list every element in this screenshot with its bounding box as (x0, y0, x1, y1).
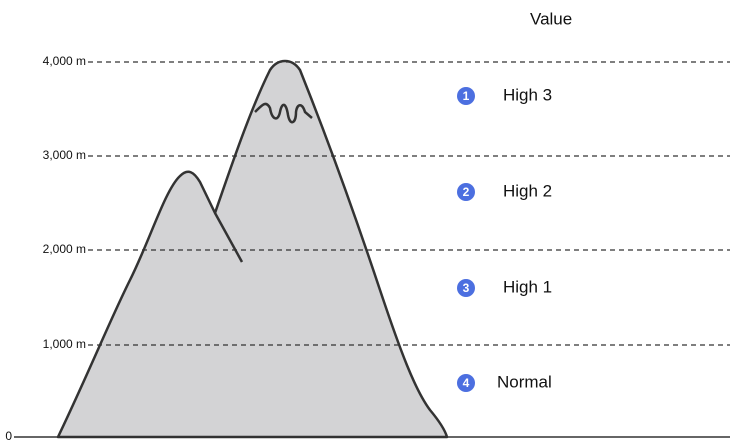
item-number: 4 (463, 376, 470, 390)
level-label: 0 (5, 429, 12, 443)
legend-item: 2 High 2 (457, 181, 552, 201)
legend-item: 4 Normal (457, 372, 552, 392)
legend-item: 1 High 3 (457, 85, 552, 105)
item-label: High 1 (503, 277, 552, 296)
item-label: Normal (497, 372, 552, 391)
item-label: High 3 (503, 85, 552, 104)
level-label: 4,000 m (43, 54, 86, 68)
item-label: High 2 (503, 181, 552, 200)
item-number: 2 (463, 185, 470, 199)
mountain (58, 61, 447, 437)
level-label: 2,000 m (43, 242, 86, 256)
item-number: 3 (463, 281, 470, 295)
level-label: 1,000 m (43, 337, 86, 351)
legend-item: 3 High 1 (457, 277, 552, 297)
item-number: 1 (463, 89, 470, 103)
level-label: 3,000 m (43, 148, 86, 162)
header-title: Value (530, 9, 572, 28)
altitude-diagram: Value 4,000 m 3,000 m 2,000 m 1,000 m 0 … (0, 0, 733, 443)
